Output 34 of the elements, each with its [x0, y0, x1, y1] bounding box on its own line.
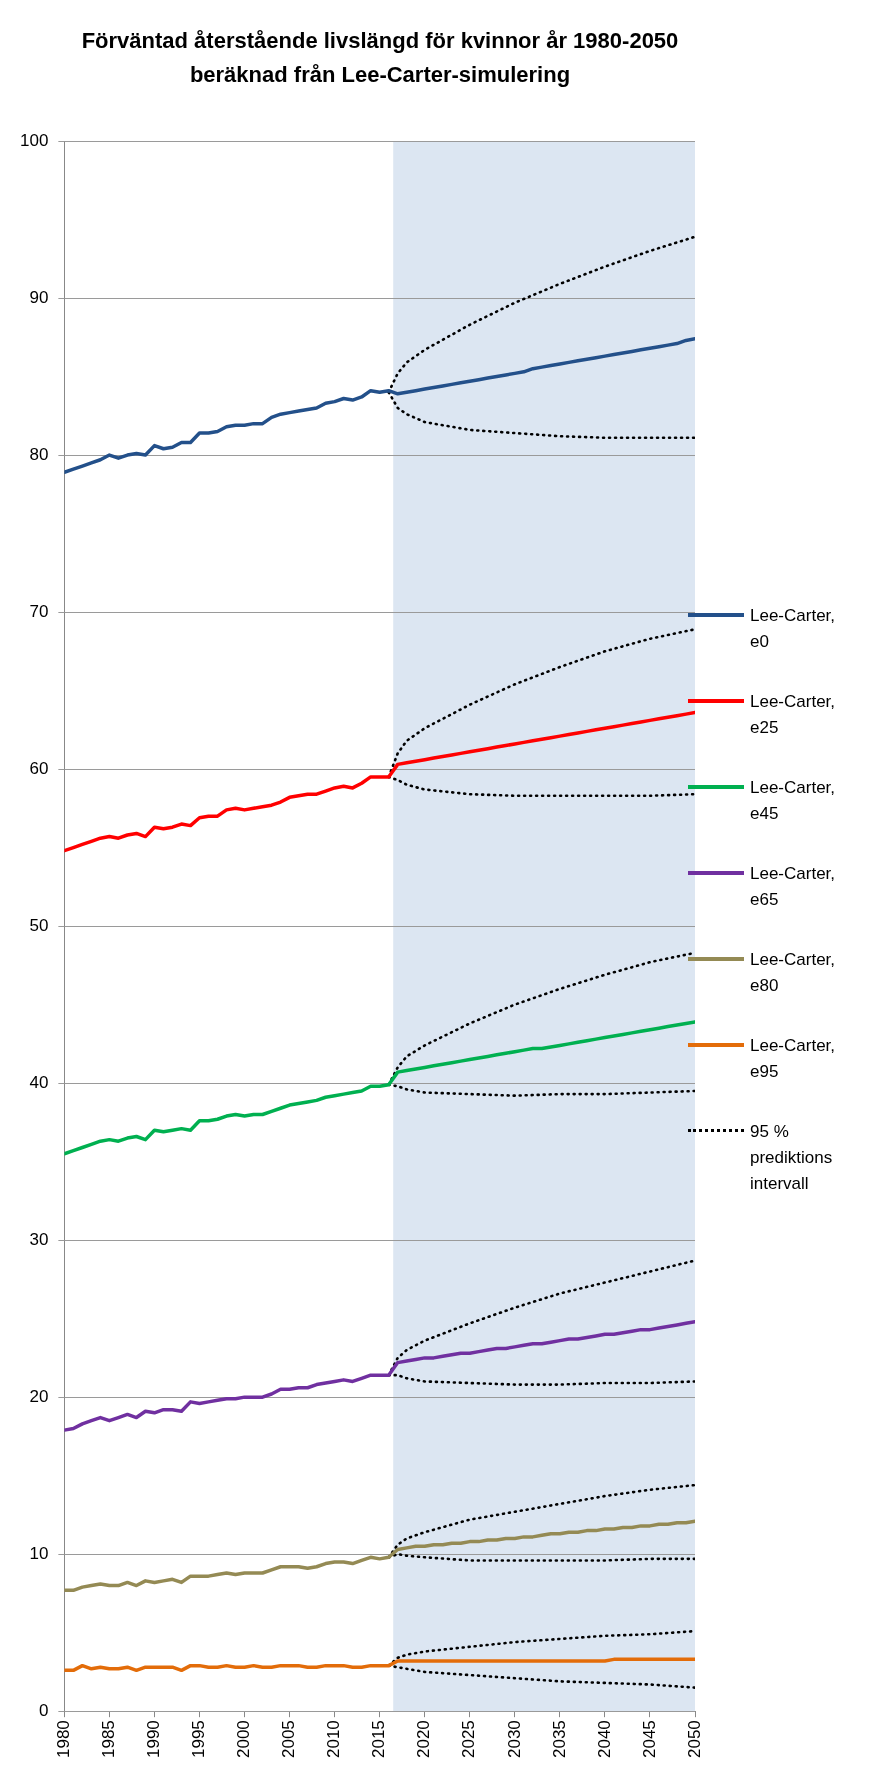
legend-label: Lee-Carter, e0 [750, 605, 837, 653]
y-tick-label: 80 [29, 444, 49, 464]
x-tick-label: 1995 [189, 1720, 209, 1759]
legend-label: Lee-Carter, e80 [750, 949, 837, 997]
y-tick-label: 0 [38, 1700, 49, 1720]
x-tick-label: 1990 [144, 1720, 164, 1759]
x-tick-label: 2045 [639, 1720, 659, 1759]
x-tick-label: 1980 [54, 1720, 74, 1759]
x-tick-label: 2000 [234, 1720, 254, 1759]
y-tick-label: 30 [29, 1229, 49, 1249]
legend-label: Lee-Carter, e95 [750, 1035, 837, 1083]
y-tick-label: 40 [29, 1072, 49, 1092]
legend-label: Lee-Carter, e25 [750, 691, 837, 739]
x-tick-label: 2010 [324, 1720, 344, 1759]
y-tick-label: 70 [29, 601, 49, 621]
y-tick-label: 90 [29, 287, 49, 307]
x-tick-label: 2020 [414, 1720, 434, 1759]
legend-label: Lee-Carter, e45 [750, 777, 837, 825]
x-tick-label: 2050 [684, 1720, 704, 1759]
x-tick-label: 2015 [369, 1720, 389, 1759]
x-tick-label: 2030 [504, 1720, 524, 1759]
x-tick-label: 2025 [459, 1720, 479, 1759]
x-tick-label: 2035 [549, 1720, 569, 1759]
y-tick-label: 60 [29, 758, 49, 778]
y-tick-label: 50 [29, 915, 49, 935]
chart-title: Förväntad återstående livslängd för kvinnor år 1980-2050 beräknad från Lee-Carter-simulering [80, 27, 680, 89]
y-tick-label: 20 [29, 1386, 49, 1406]
legend-label: Lee-Carter, e65 [750, 863, 837, 911]
x-tick-label: 2040 [594, 1720, 614, 1759]
x-tick-label: 2005 [279, 1720, 299, 1759]
legend-label: 95 % prediktions intervall [750, 1121, 834, 1195]
y-tick-label: 100 [19, 130, 49, 150]
x-tick-label: 1985 [99, 1720, 119, 1759]
y-tick-label: 10 [29, 1543, 49, 1563]
